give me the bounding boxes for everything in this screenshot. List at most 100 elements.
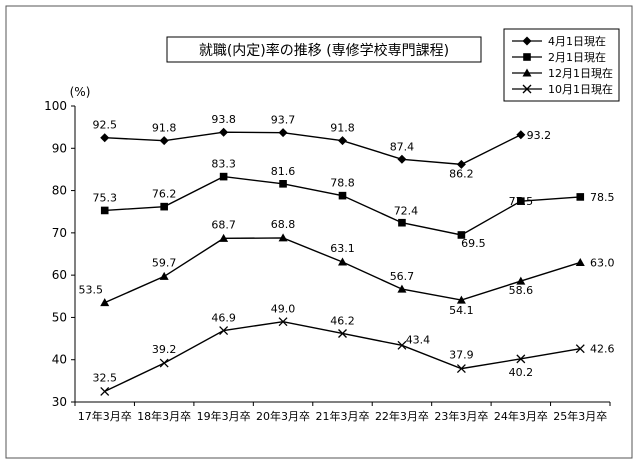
y-tick-label: 50: [52, 310, 67, 324]
x-marker-stroke: [397, 340, 407, 350]
x-marker: [100, 386, 110, 396]
data-label: 49.0: [271, 303, 296, 316]
square-marker: [457, 231, 466, 239]
data-label: 58.6: [509, 284, 534, 297]
x-marker-stroke: [278, 317, 288, 327]
diamond-marker: [397, 154, 407, 164]
triangle-marker: [100, 298, 110, 307]
diamond-marker: [522, 36, 532, 46]
triangle-marker: [522, 68, 532, 77]
x-marker: [456, 364, 466, 374]
y-tick-label: 80: [52, 184, 67, 198]
data-label: 93.7: [271, 114, 296, 127]
square-marker: [279, 180, 287, 188]
triangle-marker: [338, 257, 347, 266]
x-marker-stroke: [338, 329, 347, 338]
data-label: 72.4: [394, 205, 419, 218]
triangle-marker: [456, 295, 466, 304]
y-tick-label: 60: [52, 268, 67, 282]
x-tick-label: 17年3月卒: [78, 409, 132, 423]
diamond-marker: [159, 136, 169, 146]
square-marker: [338, 191, 347, 200]
triangle-marker: [575, 257, 585, 266]
data-label: 83.3: [211, 158, 236, 171]
data-label: 76.2: [152, 188, 177, 201]
y-axis-unit-label: (%): [70, 85, 91, 99]
data-label: 32.5: [92, 371, 117, 384]
data-label: 92.5: [92, 119, 117, 132]
x-marker-stroke: [522, 84, 532, 94]
legend-label: 2月1日現在: [548, 51, 606, 64]
square-marker: [523, 53, 531, 61]
legend-label: 12月1日現在: [548, 67, 613, 80]
diamond-marker: [219, 127, 229, 137]
square-marker: [398, 218, 406, 227]
y-tick-label: 30: [52, 395, 67, 409]
triangle-marker: [516, 276, 526, 285]
data-label: 91.8: [152, 122, 177, 135]
x-marker: [219, 326, 229, 335]
x-marker-stroke: [516, 354, 526, 364]
data-label: 63.0: [590, 256, 615, 269]
data-label: 54.1: [449, 304, 474, 317]
data-label: 91.8: [330, 122, 355, 135]
triangle-marker: [219, 233, 229, 242]
data-label: 53.5: [78, 284, 103, 297]
x-marker-stroke: [575, 344, 585, 354]
data-label: 39.2: [152, 343, 177, 356]
x-marker-stroke: [456, 364, 466, 374]
y-tick-label: 100: [44, 99, 67, 113]
square-marker: [576, 193, 585, 201]
x-marker: [397, 340, 407, 350]
data-label: 43.4: [406, 333, 431, 346]
x-marker-stroke: [159, 358, 169, 368]
legend: 4月1日現在 2月1日現在 12月1日現在 10月1日現在: [503, 28, 620, 102]
series-group: [100, 127, 585, 396]
x-tick-label: 24年3月卒: [494, 409, 548, 423]
diamond-marker: [516, 130, 526, 140]
data-label: 68.8: [271, 218, 296, 231]
square-marker: [100, 206, 109, 215]
data-label: 68.7: [211, 218, 236, 231]
data-label: 87.4: [390, 140, 415, 153]
x-marker: [278, 317, 288, 327]
legend-label: 10月1日現在: [548, 83, 613, 96]
data-label: 78.8: [330, 177, 355, 190]
x-tick-label: 18年3月卒: [137, 409, 191, 423]
x-tick-label: 21年3月卒: [316, 409, 370, 423]
x-tick-label: 22年3月卒: [375, 409, 429, 423]
x-tick-label: 25年3月卒: [553, 409, 607, 423]
data-label: 63.1: [330, 242, 355, 255]
y-tick-label: 40: [52, 353, 67, 367]
data-label: 56.7: [390, 270, 415, 283]
data-label: 78.5: [590, 191, 615, 204]
data-label: 40.2: [509, 366, 534, 379]
square-marker: [219, 172, 228, 181]
x-marker: [338, 329, 347, 338]
x-marker: [522, 84, 532, 94]
diamond-marker: [278, 128, 288, 138]
data-label: 59.7: [152, 256, 177, 269]
chart-title: 就職(内定)率の推移 (専修学校専門課程): [199, 42, 449, 59]
diamond-marker: [338, 136, 347, 146]
data-label: 77.5: [509, 195, 534, 208]
y-tick-label: 70: [52, 226, 67, 240]
diamond-marker: [456, 159, 466, 169]
data-label: 86.2: [449, 167, 474, 180]
x-tick-label: 23年3月卒: [434, 409, 488, 423]
data-label: 37.9: [449, 349, 474, 362]
triangle-marker: [278, 233, 288, 242]
data-label: 81.6: [271, 165, 296, 178]
x-tick-label: 19年3月卒: [197, 409, 251, 423]
legend-label: 4月1日現在: [548, 35, 606, 48]
data-labels: 92.5 91.8 93.8 93.7 91.8 87.4 86.2 93.2 75.3 76.2…: [78, 113, 614, 384]
axes: 30 40 50 60 70 80 90 100 17年3月卒 18年3月卒 19年3月卒 20年3月…: [44, 99, 611, 423]
x-tick-label: 20年3月卒: [256, 409, 310, 423]
data-label: 46.9: [211, 312, 236, 325]
square-marker: [517, 197, 525, 205]
data-label: 69.5: [461, 237, 486, 250]
data-label: 93.8: [211, 113, 236, 126]
x-marker: [159, 358, 169, 368]
